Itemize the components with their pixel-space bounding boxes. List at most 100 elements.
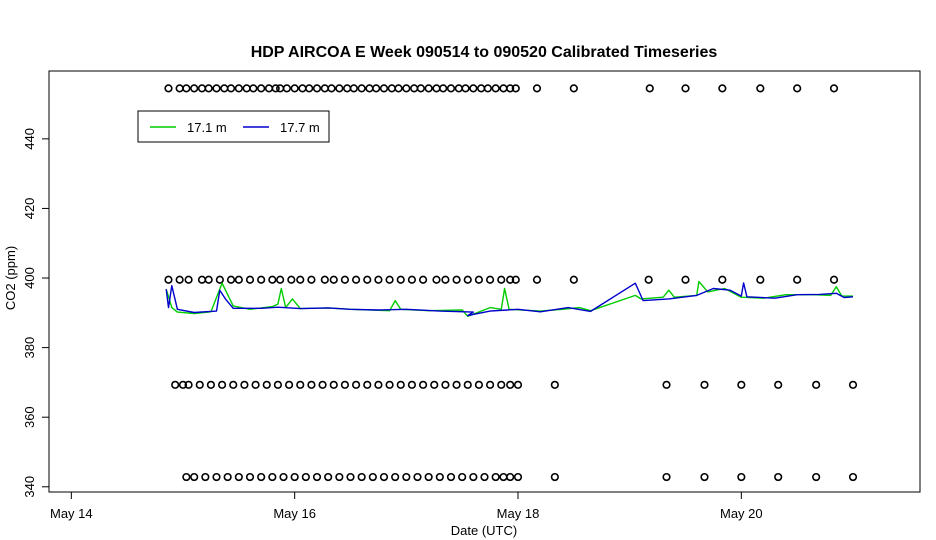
y-tick-label: 340 bbox=[22, 476, 37, 498]
calibration-point bbox=[407, 380, 417, 389]
y-tick-label: 400 bbox=[22, 267, 37, 289]
calibration-point bbox=[454, 84, 463, 93]
calibration-point bbox=[245, 472, 255, 482]
x-tick-label: May 20 bbox=[720, 506, 763, 521]
calibration-point bbox=[416, 84, 425, 93]
calibration-point bbox=[402, 84, 411, 93]
y-tick-label: 360 bbox=[22, 406, 37, 428]
calibration-point bbox=[396, 275, 405, 284]
calibration-point bbox=[357, 84, 366, 93]
calibration-point bbox=[829, 84, 839, 93]
calibration-point bbox=[229, 380, 238, 389]
x-axis-label: Date (UTC) bbox=[451, 523, 517, 538]
calibration-point bbox=[402, 472, 411, 482]
y-tick-label: 420 bbox=[22, 198, 37, 220]
calibration-point bbox=[483, 84, 492, 93]
calibration-point bbox=[446, 472, 456, 482]
calibration-point bbox=[424, 84, 433, 93]
calibration-point bbox=[485, 380, 495, 389]
calibration-point bbox=[175, 275, 184, 284]
calibration-point bbox=[349, 84, 358, 93]
calibration-point bbox=[644, 275, 653, 284]
calibration-point bbox=[829, 275, 839, 284]
calibration-point bbox=[340, 275, 350, 284]
calibration-point bbox=[385, 275, 394, 284]
calibration-point bbox=[374, 275, 383, 284]
chart-title: HDP AIRCOA E Week 090514 to 090520 Calib… bbox=[251, 44, 718, 61]
calibration-point bbox=[848, 472, 858, 482]
calibration-point bbox=[182, 472, 191, 482]
calibration-point bbox=[407, 275, 417, 284]
calibration-point bbox=[681, 84, 690, 93]
calibration-point bbox=[257, 84, 266, 93]
calibration-point bbox=[226, 275, 236, 284]
calibration-point bbox=[662, 472, 671, 482]
calibration-point bbox=[324, 472, 333, 482]
calibration-point bbox=[249, 84, 258, 93]
calibration-point bbox=[226, 84, 236, 93]
series-line bbox=[165, 282, 854, 317]
calibration-point bbox=[307, 275, 316, 284]
calibration-point bbox=[424, 472, 433, 482]
calibration-point bbox=[197, 84, 207, 93]
calibration-point bbox=[718, 84, 727, 93]
calibration-point bbox=[195, 380, 204, 389]
x-tick-label: May 14 bbox=[50, 506, 93, 521]
calibration-point bbox=[506, 472, 515, 482]
calibration-point bbox=[394, 84, 403, 93]
calibration-point bbox=[379, 84, 389, 93]
x-tick-label: May 16 bbox=[273, 506, 316, 521]
calibration-point bbox=[368, 472, 377, 482]
calibration-point bbox=[532, 84, 542, 93]
calibration-point bbox=[318, 380, 327, 389]
calibration-point bbox=[340, 380, 350, 389]
calibration-point bbox=[774, 472, 783, 482]
calibration-point bbox=[418, 380, 428, 389]
calibration-point bbox=[301, 472, 310, 482]
calibration-point bbox=[178, 380, 188, 389]
calibration-point bbox=[681, 275, 690, 284]
series-line bbox=[165, 280, 853, 317]
calibration-point bbox=[452, 380, 461, 389]
calibration-point bbox=[287, 275, 296, 284]
calibration-point bbox=[499, 84, 508, 93]
calibration-point bbox=[469, 472, 478, 482]
calibration-point bbox=[435, 472, 444, 482]
calibration-point bbox=[463, 275, 472, 284]
calibration-point bbox=[491, 472, 500, 482]
calibration-points bbox=[164, 84, 858, 482]
calibration-point bbox=[511, 84, 520, 93]
series-layer bbox=[165, 280, 854, 317]
calibration-point bbox=[182, 84, 191, 93]
calibration-point bbox=[532, 275, 542, 284]
calibration-point bbox=[441, 380, 450, 389]
calibration-point bbox=[474, 275, 484, 284]
calibration-point bbox=[506, 380, 515, 389]
calibration-point bbox=[215, 275, 224, 284]
calibration-point bbox=[271, 84, 280, 93]
calibration-point bbox=[240, 380, 249, 389]
calibration-point bbox=[320, 275, 329, 284]
calibration-point bbox=[245, 275, 255, 284]
calibration-point bbox=[242, 84, 251, 93]
calibration-point bbox=[700, 472, 709, 482]
calibration-point bbox=[184, 380, 193, 389]
calibration-point bbox=[171, 380, 180, 389]
calibration-point bbox=[217, 380, 227, 389]
calibration-point bbox=[452, 275, 461, 284]
calibration-point bbox=[363, 275, 372, 284]
x-axis: May 14 May 16 May 18 May 20 bbox=[50, 491, 763, 521]
calibration-point bbox=[461, 84, 470, 93]
calibration-point bbox=[497, 380, 506, 389]
calibration-point bbox=[848, 380, 858, 389]
calibration-point bbox=[550, 380, 559, 389]
calibration-point bbox=[273, 380, 283, 389]
calibration-point bbox=[351, 275, 361, 284]
calibration-point bbox=[234, 84, 243, 93]
calibration-point bbox=[477, 84, 486, 93]
calibration-point bbox=[264, 84, 274, 93]
calibration-point bbox=[220, 84, 229, 93]
calibration-point bbox=[485, 275, 495, 284]
